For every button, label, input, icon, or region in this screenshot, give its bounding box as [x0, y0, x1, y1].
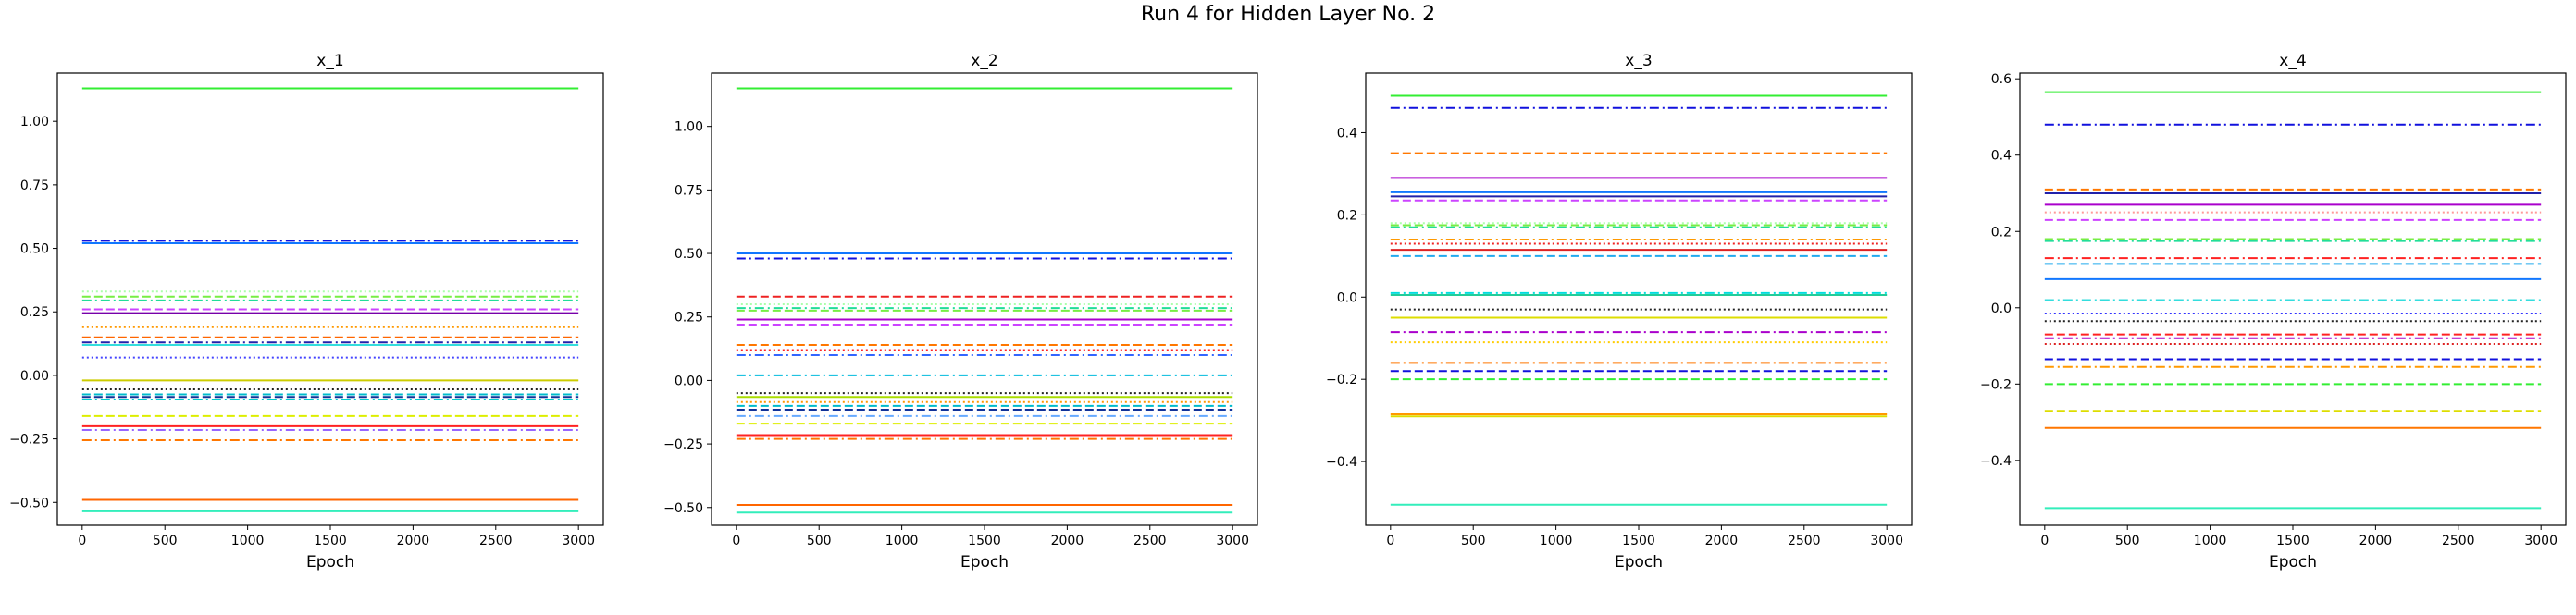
x-tick-label: 0 [78, 534, 86, 548]
y-tick-label: 0.50 [20, 242, 49, 257]
y-tick-label: 0.0 [1991, 301, 2012, 316]
x-tick-label: 500 [1461, 534, 1486, 548]
axes-frame [1365, 72, 1913, 526]
x-tick-label: 2500 [1788, 534, 1821, 548]
x-tick-label: 1000 [2194, 534, 2227, 548]
x-tick-label: 1500 [314, 534, 347, 548]
x-tick-label: 3000 [562, 534, 595, 548]
x-tick-label: 1500 [1622, 534, 1655, 548]
subplot-4: 0 500 1000 1500 2000 2500 3000 −0.4 −0.2 0.0 0.2 0.… [1980, 52, 2567, 572]
x-tick-label: 3000 [1870, 534, 1903, 548]
x-axis-label: Epoch [960, 553, 1009, 572]
y-tick-label: −0.2 [1326, 373, 1357, 387]
y-tick-label: −0.25 [663, 437, 703, 452]
y-tick-label: 1.00 [20, 115, 49, 129]
axes-frame [56, 72, 604, 526]
y-tick-label: −0.50 [663, 501, 703, 516]
x-tick-label: 2500 [2442, 534, 2475, 548]
x-tick-label: 2500 [1133, 534, 1167, 548]
subplot-title: x_3 [1625, 52, 1652, 70]
y-tick-label: −0.2 [1980, 377, 2012, 392]
x-tick-label: 0 [1386, 534, 1394, 548]
y-tick-label: 0.25 [20, 305, 49, 320]
subplot-title: x_1 [316, 52, 343, 70]
y-tick-label: −0.4 [1980, 454, 2012, 469]
figure-title: Run 4 for Hidden Layer No. 2 [1140, 3, 1436, 26]
y-tick-label: 0.0 [1337, 290, 1357, 305]
x-tick-label: 2000 [1051, 534, 1084, 548]
x-tick-label: 500 [153, 534, 178, 548]
y-tick-label: 0.4 [1337, 126, 1357, 141]
x-tick-label: 1000 [1540, 534, 1573, 548]
subplot-title: x_4 [2279, 52, 2306, 70]
y-tick-label: 0.00 [675, 374, 703, 388]
y-tick-label: 0.2 [1991, 225, 2012, 240]
x-tick-label: 2000 [1705, 534, 1739, 548]
x-tick-label: 0 [2040, 534, 2049, 548]
x-tick-label: 500 [2115, 534, 2140, 548]
subplot-1: 0 500 1000 1500 2000 2500 3000 −0.50 −0.25 0.00 0.… [9, 52, 604, 572]
x-tick-label: 2500 [479, 534, 513, 548]
x-tick-label: 1500 [968, 534, 1001, 548]
y-tick-label: 0.75 [675, 183, 703, 198]
y-tick-label: 0.2 [1337, 208, 1357, 223]
y-tick-label: 1.00 [675, 120, 703, 135]
subplot-3: 0 500 1000 1500 2000 2500 3000 −0.4 −0.2 0.0 0.2 0.… [1326, 52, 1913, 572]
axes-frame [711, 72, 1258, 526]
x-tick-label: 1500 [2276, 534, 2310, 548]
x-tick-label: 0 [732, 534, 740, 548]
y-tick-label: 0.25 [675, 311, 703, 326]
x-tick-label: 2000 [397, 534, 430, 548]
subplot-title: x_2 [971, 52, 997, 70]
y-tick-label: 0.00 [20, 369, 49, 384]
x-tick-label: 3000 [2524, 534, 2557, 548]
y-tick-label: −0.25 [9, 433, 49, 448]
y-tick-label: 0.4 [1991, 149, 2012, 164]
x-axis-label: Epoch [1615, 553, 1663, 572]
y-tick-label: 0.6 [1991, 72, 2012, 87]
x-tick-label: 3000 [1216, 534, 1249, 548]
y-tick-label: 0.50 [675, 247, 703, 262]
y-tick-label: −0.4 [1326, 455, 1357, 470]
x-tick-label: 2000 [2359, 534, 2393, 548]
x-axis-label: Epoch [2269, 553, 2317, 572]
x-tick-label: 1000 [886, 534, 919, 548]
x-tick-label: 1000 [231, 534, 265, 548]
axes-frame [2019, 72, 2567, 526]
y-tick-label: −0.50 [9, 496, 49, 510]
x-axis-label: Epoch [306, 553, 354, 572]
subplot-2: 0 500 1000 1500 2000 2500 3000 −0.50 −0.25 0.00 0.… [663, 52, 1258, 572]
x-tick-label: 500 [807, 534, 832, 548]
y-tick-label: 0.75 [20, 178, 49, 193]
